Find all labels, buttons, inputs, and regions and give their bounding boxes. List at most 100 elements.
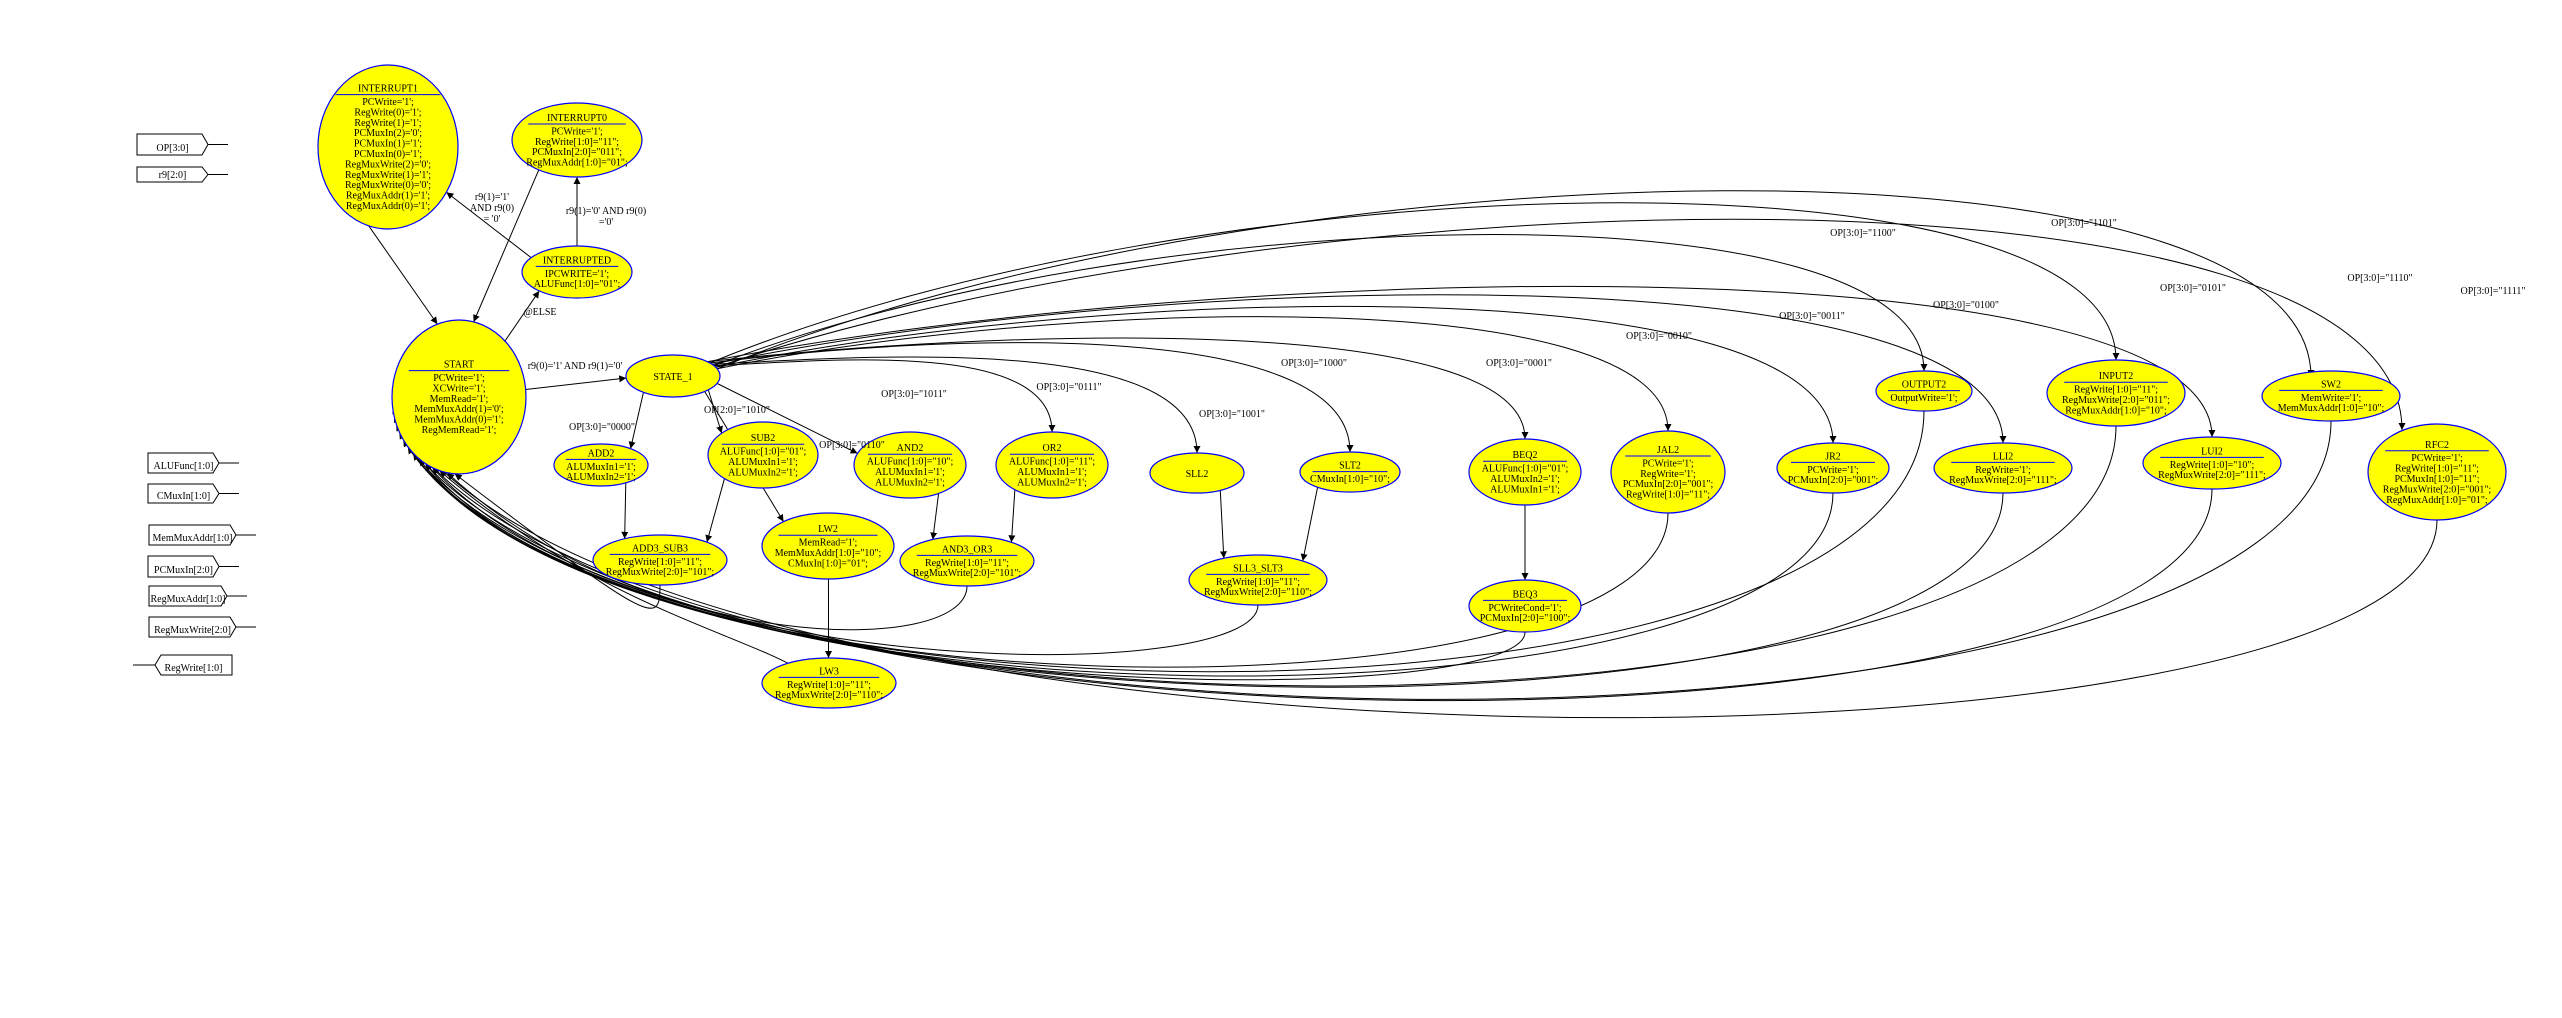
state-action: MemMuxAddr(0)='1'; [414,415,503,426]
state-shape [521,245,633,299]
state-name: SLL2 [1186,469,1209,480]
port-shape [148,616,237,638]
state-action: RegWrite[1:0]="11"; [2395,464,2479,475]
transition-state-1-to-jr2 [715,305,1837,444]
state-jal2[interactable]: JAL2 PCWrite='1';RegWrite='1';PCMuxIn[2:0… [1610,430,1726,514]
state-action: RegMuxWrite[2:0]="101"; [913,568,1022,579]
state-name: START [444,360,474,371]
transition-start-to-interrupted [504,290,540,342]
transition-label: OP[3:0]="1111" [2461,286,2526,297]
port-label: MemMuxAddr[1:0] [153,533,233,544]
transition-interrupted-to-interrupt1 [446,191,532,259]
state-rfc2[interactable]: RFC2 PCWrite='1';RegWrite[1:0]="11";PCMux… [2367,423,2507,521]
state-lw3[interactable]: LW3 RegWrite[1:0]="11";RegMuxWrite[2:0]="… [761,657,897,709]
port-memmuxaddr: MemMuxAddr[1:0] [148,524,256,546]
state-beq3[interactable]: BEQ3 PCWriteCond='1';PCMuxIn[2:0]="100"; [1468,579,1582,633]
state-action: RegMuxAddr(0)='1'; [346,201,430,212]
state-sll2[interactable]: SLL2 [1149,452,1245,494]
state-input2[interactable]: INPUT2 RegWrite[1:0]="11";RegMuxWrite[2:0… [2046,359,2186,427]
state-or2[interactable]: OR2 ALUFunc[1:0]="11";ALUMuxIn1='1';ALUMu… [995,431,1109,499]
state-name: AND3_OR3 [942,544,993,555]
port-label: r9[2:0] [159,170,187,181]
state-shape [2142,436,2282,490]
state-name: BEQ3 [1513,589,1538,600]
port-list: OP[3:0] r9[2:0] ALUFunc[1:0] CMuxIn[1:0] Mem… [133,133,256,676]
state-name: JR2 [1825,451,1841,462]
state-name: LW2 [818,524,838,535]
state-action: RegMuxAddr[1:0]="01"; [2386,495,2488,506]
transition-label: OP[3:0]="1100" [1830,228,1896,239]
state-action: IPCWRITE='1'; [545,269,609,280]
state-action: PCWrite='1'; [1642,458,1694,469]
state-and3-or3[interactable]: AND3_OR3 RegWrite[1:0]="11";RegMuxWrite[2… [899,535,1035,587]
state-shape [853,431,967,499]
state-lli2[interactable]: LLI2 RegWrite='1';RegMuxWrite[2:0]="111"; [1933,442,2073,494]
state-name: SLT2 [1339,461,1361,472]
state-action: RegMuxWrite(2)='0'; [345,159,431,170]
state-add2[interactable]: ADD2 ALUMuxIn1='1';ALUMuxIn2='1'; [553,443,649,487]
port-shape [136,166,209,183]
transition-state-1-to-output2 [713,234,1928,372]
state-action: MemMuxAddr[1:0]="10"; [2278,403,2385,414]
state-start[interactable]: START PCWrite='1';XCWrite='1';MemRead='1'… [391,319,527,475]
state-action: ALUFunc[1:0]="01"; [720,447,807,458]
state-output2[interactable]: OUTPUT2 OutputWrite='1'; [1875,370,1973,412]
state-action: ALUFunc[1:0]="01"; [534,279,621,290]
transition-label: OP[3:0]="0000" [569,422,635,433]
state-add3-sub3[interactable]: ADD3_SUB3 RegWrite[1:0]="11";RegMuxWrite[… [592,534,728,586]
state-name: INTERRUPT0 [547,113,607,124]
state-action: RegWrite[1:0]="11"; [925,558,1009,569]
transition-state-1-to-slt2 [709,342,1354,453]
state-action: PCMuxIn[2:0]="001"; [1623,479,1714,490]
state-lw2[interactable]: LW2 MemRead='1';MemMuxAddr[1:0]="10";CMux… [761,512,895,580]
transition-label: OP[3:0]="1101" [2051,218,2117,229]
transition-label: OP[3:0]="0001" [1486,358,1552,369]
state-action: ALUMuxIn1='1'; [1017,467,1087,478]
state-interrupt0[interactable]: INTERRUPT0 PCWrite='1';RegWrite[1:0]="11"… [511,102,643,178]
state-state-1[interactable]: STATE_1 [625,354,721,398]
state-action: ALUMuxIn2='1'; [1017,477,1087,488]
transition-label: OP[3:0]="0011" [1779,311,1845,322]
transition-label: OP[3:0]="1110" [2347,273,2412,284]
state-sw2[interactable]: SW2 MemWrite='1';MemMuxAddr[1:0]="10"; [2261,370,2401,422]
state-sub2[interactable]: SUB2 ALUFunc[1:0]="01";ALUMuxIn1='1';ALUM… [707,421,819,489]
state-slt2[interactable]: SLT2 CMuxIn[1:0]="10"; [1299,451,1401,493]
state-name: STATE_1 [653,372,692,383]
state-action: XCWrite='1'; [432,383,485,394]
transition-label: OP[2:0]="1010" [704,405,770,416]
state-interrupt1[interactable]: INTERRUPT1PCWrite='1';RegWrite(0)='1';Re… [317,64,459,230]
state-lui2[interactable]: LUI2 RegWrite[1:0]="10";RegMuxWrite[2:0]=… [2142,436,2282,490]
state-jr2[interactable]: JR2 PCWrite='1';PCMuxIn[2:0]="001"; [1776,442,1890,494]
port-regwrite: RegWrite[1:0] [133,654,233,676]
transition-state-1-to-sll2 [712,356,1201,454]
state-beq2[interactable]: BEQ2 ALUFunc[1:0]="01";ALUMuxIn2='1';ALUM… [1468,438,1582,506]
state-action: MemRead='1'; [430,394,489,405]
transition-and2-to-and3-or3 [930,493,940,540]
transition-lli2-to-start [402,439,2004,688]
state-action: MemRead='1'; [799,538,858,549]
state-action: RegMuxAddr[1:0]="10"; [2065,405,2167,416]
transition-label: OP[3:0]="0101" [2160,283,2226,294]
transition-state-1-to-sw2 [716,190,2315,378]
state-sll3-slt3[interactable]: SLL3_SLT3 RegWrite[1:0]="11";RegMuxWrite[… [1188,554,1328,606]
state-name: INPUT2 [2099,371,2133,382]
transition-sub2-to-add3-sub3 [705,478,725,543]
state-action: RegWrite='1'; [1640,469,1696,480]
transition-state-1-to-rfc2 [715,218,2406,431]
state-name: ADD2 [588,448,615,459]
state-action: ALUMuxIn2='1'; [728,467,798,478]
transition-list [368,169,2438,719]
state-shape [1468,438,1582,506]
port-regmuxwrite: RegMuxWrite[2:0] [148,616,256,638]
transition-label: OP[3:0]="0110" [819,440,885,451]
state-interrupted[interactable]: INTERRUPTED IPCWRITE='1';ALUFunc[1:0]="01… [521,245,633,299]
state-action: RegMemRead='1'; [422,425,497,436]
state-and2[interactable]: AND2 ALUFunc[1:0]="10";ALUMuxIn1='1';ALUM… [853,431,967,499]
state-shape [1468,579,1582,633]
state-action: ALUMuxIn2='1'; [1490,474,1560,485]
state-action: ALUMuxIn1='1'; [1490,484,1560,495]
state-action: RegMuxWrite[2:0]="101"; [606,567,715,578]
state-action: RegMuxWrite[2:0]="110"; [775,690,883,701]
state-action: RegWrite[1:0]="11"; [618,557,702,568]
